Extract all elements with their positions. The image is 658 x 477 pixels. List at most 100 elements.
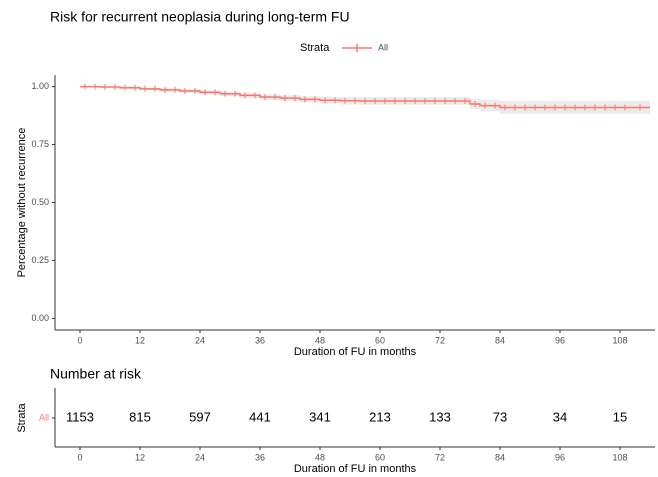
censor-mark — [432, 97, 438, 104]
risk-count: 73 — [493, 409, 507, 424]
censor-mark — [162, 86, 168, 93]
survival-curve — [80, 85, 650, 109]
y-tick-label: 0.25 — [31, 255, 49, 265]
legend-key — [342, 44, 372, 52]
censor-mark — [472, 100, 478, 107]
censor-mark — [572, 104, 578, 111]
censor-mark — [362, 97, 368, 104]
censor-mark — [637, 104, 643, 111]
censor-mark — [412, 97, 418, 104]
x-axis-title: Duration of FU in months — [294, 463, 417, 475]
censor-mark — [352, 97, 358, 104]
y-tick-label: 0.00 — [31, 313, 49, 323]
x-tick-label: 96 — [555, 335, 565, 345]
risk-count: 341 — [309, 409, 331, 424]
row-label: All — [39, 412, 49, 422]
censor-mark — [532, 104, 538, 111]
censor-mark — [232, 90, 238, 97]
x-tick-label: 24 — [195, 335, 205, 345]
x-tick-label: 0 — [77, 452, 82, 462]
censor-mark — [592, 104, 598, 111]
risk-count: 213 — [369, 409, 391, 424]
risk-count: 15 — [613, 409, 627, 424]
risk-count: 597 — [189, 409, 211, 424]
censor-mark — [132, 84, 138, 91]
x-tick-label: 108 — [612, 452, 627, 462]
censor-mark — [462, 97, 468, 104]
censor-mark — [282, 95, 288, 102]
censor-mark — [442, 97, 448, 104]
chart-title: Risk for recurrent neoplasia during long… — [50, 9, 350, 25]
censor-mark — [192, 87, 198, 94]
censor-mark — [302, 96, 308, 103]
risk-count: 815 — [129, 409, 151, 424]
risk-count: 133 — [429, 409, 451, 424]
x-tick-label: 72 — [435, 335, 445, 345]
censor-mark — [172, 86, 178, 93]
x-tick-label: 12 — [135, 335, 145, 345]
censor-mark — [182, 87, 188, 94]
censor-mark — [492, 102, 498, 109]
censor-mark — [242, 92, 248, 99]
x-tick-label: 0 — [77, 335, 82, 345]
risk-count: 34 — [553, 409, 567, 424]
x-tick-label: 24 — [195, 452, 205, 462]
x-tick-label: 36 — [255, 452, 265, 462]
x-tick-label: 12 — [135, 452, 145, 462]
censor-mark — [452, 97, 458, 104]
censor-mark — [272, 94, 278, 101]
censor-mark — [402, 97, 408, 104]
table-title: Number at risk — [50, 366, 142, 382]
censor-mark — [382, 97, 388, 104]
censor-mark — [582, 104, 588, 111]
censor-mark — [102, 84, 108, 91]
x-tick-label: 36 — [255, 335, 265, 345]
risk-count: 441 — [249, 409, 271, 424]
censor-mark — [552, 104, 558, 111]
censor-mark — [622, 104, 628, 111]
censor-mark — [312, 96, 318, 103]
censor-mark — [252, 92, 258, 99]
censor-mark — [502, 104, 508, 111]
censor-mark — [122, 84, 128, 91]
x-axis-title: Duration of FU in months — [294, 346, 417, 358]
legend-label: All — [378, 42, 388, 52]
x-tick-label: 84 — [495, 335, 505, 345]
censor-mark — [372, 97, 378, 104]
x-tick-label: 108 — [612, 335, 627, 345]
x-tick-label: 84 — [495, 452, 505, 462]
x-tick-label: 48 — [315, 335, 325, 345]
x-tick-label: 60 — [375, 452, 385, 462]
x-tick-label: 48 — [315, 452, 325, 462]
x-tick-label: 72 — [435, 452, 445, 462]
censor-mark — [152, 85, 158, 92]
x-tick-label: 60 — [375, 335, 385, 345]
censor-mark — [262, 94, 268, 101]
censor-mark — [82, 83, 88, 90]
y-tick-label: 1.00 — [31, 81, 49, 91]
risk-count: 1153 — [66, 409, 94, 424]
censor-mark — [392, 97, 398, 104]
censor-mark — [332, 97, 338, 104]
y-axis-title: Percentage without recurrence — [16, 128, 28, 278]
censor-mark — [512, 104, 518, 111]
censor-mark — [612, 104, 618, 111]
censor-mark — [482, 102, 488, 109]
y-tick-label: 0.50 — [31, 197, 49, 207]
censor-mark — [422, 97, 428, 104]
censor-mark — [202, 89, 208, 96]
censor-mark — [522, 104, 528, 111]
censor-mark — [292, 95, 298, 102]
y-axis-title: Strata — [16, 402, 28, 432]
y-tick-label: 0.75 — [31, 139, 49, 149]
censor-mark — [342, 97, 348, 104]
censor-mark — [322, 97, 328, 104]
censor-mark — [212, 89, 218, 96]
x-tick-label: 96 — [555, 452, 565, 462]
censor-mark — [602, 104, 608, 111]
censor-mark — [542, 104, 548, 111]
censor-mark — [562, 104, 568, 111]
legend-title: Strata — [300, 42, 330, 54]
censor-mark — [92, 83, 98, 90]
